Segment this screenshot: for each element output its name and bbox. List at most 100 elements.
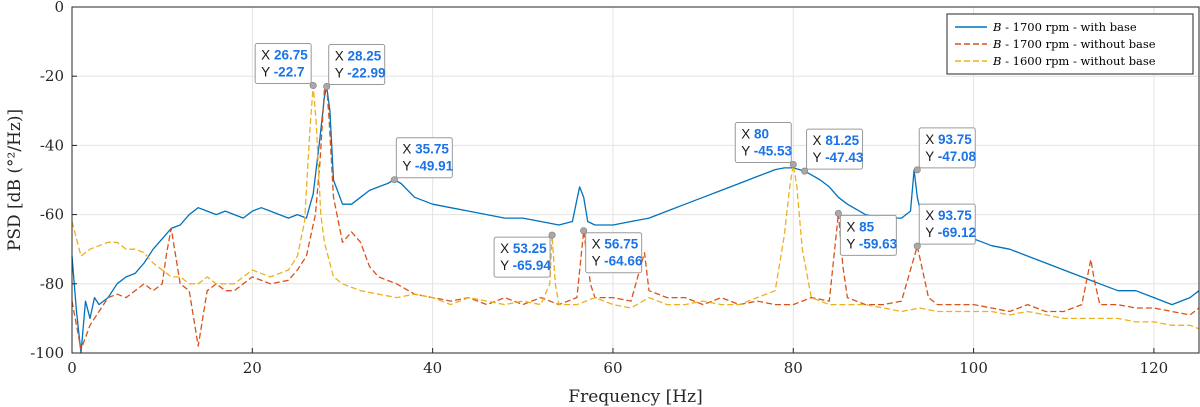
y-tick-label: -80 <box>40 275 64 293</box>
datatip[interactable]: X 53.25Y -65.94 <box>493 231 556 278</box>
datatip-y-key: Y <box>846 236 859 251</box>
datatip[interactable]: X 85 Y -59.63 <box>834 209 898 256</box>
y-tick-label: -100 <box>30 344 64 362</box>
x-tick-label: 60 <box>603 359 622 377</box>
datatip-y-row: Y -65.94 <box>500 258 551 273</box>
x-axis-title: Frequency [Hz] <box>568 387 702 407</box>
datatip-x-value: 85 <box>859 219 875 234</box>
datatip[interactable]: X 28.25 Y -22.99 <box>323 44 386 91</box>
datatip-x-value: 93.75 <box>938 208 972 223</box>
x-tick-label: 120 <box>1140 359 1169 377</box>
datatip-x-key: X <box>261 48 274 63</box>
series-line-2 <box>71 85 1200 351</box>
datatip-box <box>918 203 976 245</box>
y-axis-title: PSD [dB (°²/Hz)] <box>5 109 25 251</box>
y-tick-label: 0 <box>54 0 64 16</box>
datatip-marker <box>913 166 921 174</box>
datatip-y-value: -22.99 <box>347 66 385 81</box>
datatip-y-key: Y <box>500 258 513 273</box>
legend-box <box>946 13 1194 75</box>
datatip-y-key: Y <box>925 225 938 240</box>
datatip-marker <box>390 176 398 184</box>
datatip[interactable]: X 93.75Y -47.08 <box>913 127 977 174</box>
datatip-x-key: X <box>813 133 826 148</box>
datatip-y-value: -47.43 <box>825 150 864 165</box>
datatip-box <box>254 43 312 85</box>
datatip-x-row: X 81.25 <box>813 133 860 148</box>
datatip[interactable]: X 93.75Y -69.12 <box>913 203 976 250</box>
datatip-y-key: Y <box>925 149 938 164</box>
datatip-box <box>395 137 453 179</box>
datatip-x-value: 26.75 <box>274 48 308 63</box>
datatip-x-row: X 85 <box>846 219 874 234</box>
legend-entry-2[interactable]: B - 1700 rpm - without base <box>992 37 1156 51</box>
datatip-y-value: -69.12 <box>938 225 976 240</box>
datatip-marker <box>309 82 317 90</box>
datatip-x-row: X 35.75 <box>402 142 449 157</box>
datatip-marker <box>323 83 331 91</box>
legend-entry-symbol: B <box>992 20 1001 34</box>
datatip-x-key: X <box>925 208 938 223</box>
datatip[interactable]: X 26.75 Y -22.7 <box>254 43 317 90</box>
datatip-x-value: 81.25 <box>825 133 859 148</box>
legend-entry-1[interactable]: B - 1700 rpm - with base <box>992 20 1137 34</box>
datatip-x-row: X 56.75 <box>592 237 639 252</box>
datatip-x-key: X <box>500 241 513 256</box>
datatip-y-row: Y -49.91 <box>402 159 453 174</box>
y-tick-label: -60 <box>40 206 64 224</box>
datatip-marker <box>801 167 809 175</box>
legend-entry-label: - 1600 rpm - without base <box>1001 54 1155 68</box>
datatip-x-row: X 93.75 <box>925 208 972 223</box>
y-tick-label: -40 <box>40 136 64 154</box>
legend-entry-3[interactable]: B - 1600 rpm - without base <box>992 54 1156 68</box>
y-tick-label: -20 <box>40 67 64 85</box>
legend-entry-symbol: B <box>992 37 1001 51</box>
datatip-marker <box>580 227 588 235</box>
datatips[interactable]: X 26.75 Y -22.7 X 28.25 Y -22.99 X 35.75 Y -4… <box>254 43 977 278</box>
datatip-y-row: Y -22.7 <box>261 65 304 80</box>
datatip-y-key: Y <box>741 144 754 159</box>
datatip-box <box>585 232 643 274</box>
datatip-x-value: 35.75 <box>415 142 449 157</box>
datatip-y-key: Y <box>813 150 826 165</box>
datatip-x-row: X 28.25 <box>335 49 382 64</box>
datatip[interactable]: X 35.75 Y -49.91 <box>390 137 454 184</box>
datatip-x-row: X 80 <box>741 127 769 142</box>
datatip-y-row: Y -64.66 <box>592 254 643 269</box>
datatip-x-key: X <box>925 132 938 147</box>
datatip-x-key: X <box>335 49 348 64</box>
datatip-x-value: 56.75 <box>604 237 638 252</box>
legend-entry-symbol: B <box>992 54 1001 68</box>
datatip[interactable]: X 80 Y -45.53 <box>734 122 797 169</box>
datatip-y-key: Y <box>335 66 348 81</box>
datatip-y-row: Y -69.12 <box>925 225 976 240</box>
datatip-x-key: X <box>592 237 605 252</box>
x-tick-label: 20 <box>243 359 262 377</box>
datatip-marker <box>834 209 842 217</box>
datatip-x-key: X <box>741 127 754 142</box>
datatip-box <box>328 44 386 86</box>
datatip-x-value: 28.25 <box>347 49 381 64</box>
datatip-y-value: -64.66 <box>604 254 643 269</box>
tick-labels: 0 20 40 60 80 100 120 0 -20 -40 -60 -80 -100 <box>30 0 1168 377</box>
datatip-y-value: -59.63 <box>859 236 898 251</box>
datatip-x-value: 93.75 <box>938 132 972 147</box>
datatip-y-value: -47.08 <box>938 149 977 164</box>
datatip-marker <box>789 161 797 169</box>
datatip-box <box>839 214 897 256</box>
datatip-y-row: Y -47.43 <box>813 150 864 165</box>
datatip-y-row: Y -45.53 <box>741 144 792 159</box>
datatip[interactable]: X 56.75 Y -64.66 <box>580 227 643 274</box>
datatip-y-key: Y <box>592 254 605 269</box>
datatip-y-value: -65.94 <box>513 258 552 273</box>
datatip-box <box>734 122 792 164</box>
axes-box <box>71 6 1200 354</box>
datatip-box <box>918 127 976 169</box>
datatip-x-row: X 93.75 <box>925 132 972 147</box>
axes-frame <box>71 6 1200 354</box>
datatip-x-key: X <box>402 142 415 157</box>
legend-entry-label: - 1700 rpm - with base <box>1001 20 1136 34</box>
datatip-x-row: X 26.75 <box>261 48 308 63</box>
datatip[interactable]: X 81.25 Y -47.43 <box>801 128 864 175</box>
